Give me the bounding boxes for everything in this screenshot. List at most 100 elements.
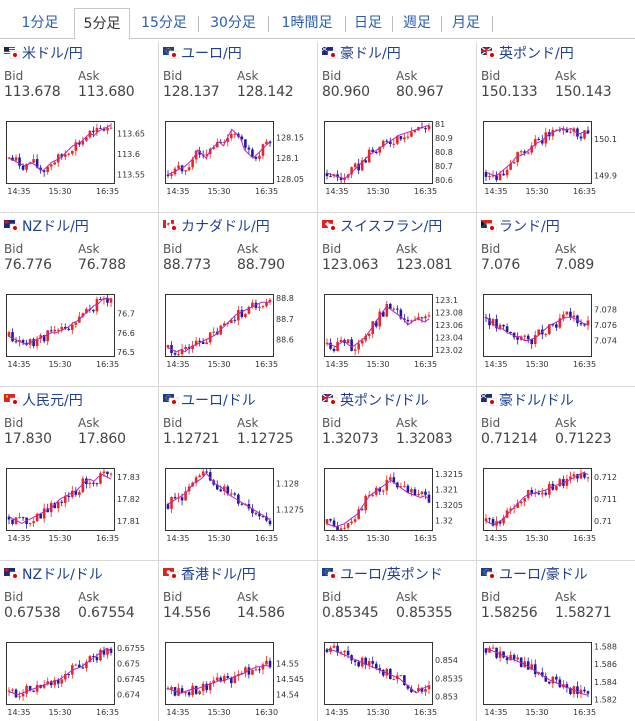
candle-up [63, 495, 67, 503]
pair-link[interactable]: 豪ドル/ドル [481, 391, 574, 409]
candle-up [28, 162, 32, 164]
currency-flag-icon [322, 568, 338, 580]
mini-candlestick-chart[interactable]: 128.15 128.1 128.05 14:35 15:30 16:35 [165, 119, 310, 199]
x-tick-label: 15:30 [366, 708, 389, 717]
candle-down [420, 317, 424, 319]
candle-up [212, 680, 216, 684]
candle-up [392, 679, 396, 681]
y-tick-label: 150.1 [594, 135, 617, 144]
mini-candlestick-chart[interactable]: 0.854 0.8535 0.853 14:35 15:30 16:35 [324, 640, 469, 720]
pair-link[interactable]: 英ポンド/ドル [322, 391, 429, 409]
candle-down [173, 496, 177, 499]
pair-link[interactable]: 米ドル/円 [4, 44, 83, 62]
mini-candlestick-chart[interactable]: 150.1 149.9 14:35 15:30 16:35 [483, 119, 628, 199]
candle-up [71, 490, 74, 497]
pair-link[interactable]: 香港ドル/円 [163, 565, 256, 583]
mini-candlestick-chart[interactable]: 17.83 17.82 17.81 14:35 15:30 16:35 [6, 466, 151, 546]
rate-card: ユーロ/ドル Bid 1.12721 Ask 1.12725 1.128 1.1275 14:… [159, 387, 317, 561]
candle-down [586, 691, 590, 694]
mini-candlestick-chart[interactable]: 7.078 7.076 7.074 14:35 15:30 16:35 [483, 292, 628, 372]
mini-candlestick-chart[interactable]: 88.8 88.7 88.6 14:35 15:30 16:35 [165, 292, 310, 372]
y-tick-label: 1.3205 [435, 501, 463, 510]
bid-value: 17.830 [4, 431, 52, 447]
candle-up [201, 683, 205, 692]
mini-candlestick-chart[interactable]: 1.588 1.586 1.584 1.582 14:35 15:30 16:35 [483, 640, 628, 720]
candle-down [399, 309, 403, 319]
x-tick-label: 14:35 [325, 534, 348, 543]
bid-value: 1.12721 [163, 431, 220, 447]
candle-up [194, 340, 198, 346]
candle-up [215, 142, 219, 148]
candle-up [537, 329, 541, 336]
candle-up [403, 485, 406, 487]
y-tick-label: 76.7 [117, 309, 135, 318]
x-tick-label: 14:35 [7, 534, 30, 543]
pair-link[interactable]: 人民元/円 [4, 391, 83, 409]
mini-candlestick-chart[interactable]: 14.55 14.545 14.54 14:35 15:30 16:30 [165, 640, 310, 720]
currency-flag-icon [481, 47, 497, 59]
candle-up [237, 309, 240, 321]
candle-up [78, 492, 81, 495]
candle-up [85, 137, 88, 141]
candle-up [325, 342, 329, 344]
candle-up [350, 521, 353, 524]
candle-down [424, 491, 427, 495]
candle-up [244, 313, 247, 317]
tab-monthly[interactable]: 月足 [452, 15, 480, 31]
pair-link[interactable]: NZドル/ドル [4, 565, 103, 583]
candle-down [219, 489, 223, 492]
mini-candlestick-chart[interactable]: 1.3215 1.321 1.3205 1.32 14:35 15:30 16:35 [324, 466, 469, 546]
rate-card: ユーロ/英ポンド Bid 0.85345 Ask 0.85355 0.854 0.8535 0… [318, 561, 476, 721]
candle-down [7, 516, 11, 520]
chart-frame [6, 642, 115, 705]
candle-up [343, 527, 346, 529]
candle-down [244, 139, 247, 148]
currency-flag-icon [481, 568, 497, 580]
mini-candlestick-chart[interactable]: 1.128 1.1275 14:35 15:30 16:35 [165, 466, 310, 546]
candle-down [583, 473, 586, 478]
mini-candlestick-chart[interactable]: 0.6755 0.675 0.6745 0.674 14:35 15:30 16:35 [6, 640, 151, 720]
pair-link[interactable]: ユーロ/英ポンド [322, 565, 443, 583]
candle-down [579, 136, 583, 139]
tab-1hour[interactable]: 1時間足 [281, 15, 333, 31]
candle-up [7, 157, 11, 159]
candle-up [367, 149, 371, 163]
y-tick-label: 123.04 [435, 333, 463, 342]
y-tick-label: 0.853 [435, 693, 458, 702]
pair-link[interactable]: カナダドル/円 [163, 217, 270, 235]
mini-candlestick-chart[interactable]: 81 80.9 80.8 80.7 80.6 14:35 15:30 16:35 [324, 119, 469, 199]
candle-down [558, 129, 562, 131]
pair-link[interactable]: ユーロ/ドル [163, 391, 256, 409]
candle-up [201, 471, 205, 476]
bid-value: 0.67538 [4, 605, 61, 621]
pair-link[interactable]: スイスフラン/円 [322, 217, 442, 235]
rate-card: カナダドル/円 Bid 88.773 Ask 88.790 88.8 88.7 88.6 14:… [159, 213, 317, 387]
mini-candlestick-chart[interactable]: 0.712 0.711 0.71 14:35 15:30 16:35 [483, 466, 628, 546]
candle-down [364, 657, 367, 665]
tab-1min[interactable]: 1分足 [21, 15, 59, 31]
y-tick-label: 76.6 [117, 329, 135, 338]
pair-link[interactable]: ランド/円 [481, 217, 560, 235]
pair-link[interactable]: ユーロ/円 [163, 44, 242, 62]
tab-30min[interactable]: 30分足 [210, 15, 256, 31]
pair-link[interactable]: ユーロ/豪ドル [481, 565, 588, 583]
tab-daily[interactable]: 日足 [354, 15, 382, 31]
tab-15min[interactable]: 15分足 [141, 15, 187, 31]
ask-value: 14.586 [237, 605, 285, 621]
tab-weekly[interactable]: 週足 [403, 15, 431, 31]
mini-candlestick-chart[interactable]: 76.7 76.6 76.5 14:35 15:30 16:35 [6, 292, 151, 372]
pair-link[interactable]: 英ポンド/円 [481, 44, 574, 62]
mini-candlestick-chart[interactable]: 123.1 123.08 123.06 123.04 123.02 14:35 15:30 1… [324, 292, 469, 372]
candle-down [240, 309, 244, 317]
mini-candlestick-chart[interactable]: 113.65 113.6 113.55 14:35 15:30 16:35 [6, 119, 151, 199]
pair-link[interactable]: 豪ドル/円 [322, 44, 401, 62]
tab-5min[interactable]: 5分足 [74, 8, 130, 39]
pair-link[interactable]: NZドル/円 [4, 217, 89, 235]
candle-down [11, 519, 14, 524]
y-tick-label: 128.1 [276, 154, 299, 163]
candle-down [579, 323, 583, 325]
y-tick-label: 0.71 [594, 517, 612, 526]
bid-label: Bid [163, 69, 183, 83]
y-tick-label: 0.674 [117, 691, 140, 700]
candle-down [491, 519, 495, 526]
